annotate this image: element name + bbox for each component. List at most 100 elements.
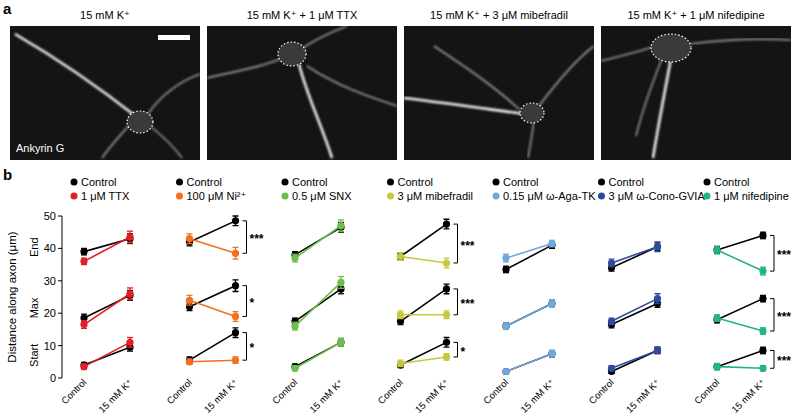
error-bar bbox=[444, 284, 450, 294]
data-point bbox=[232, 357, 239, 364]
data-point bbox=[502, 323, 509, 330]
legend-marker bbox=[493, 179, 500, 186]
error-bar bbox=[503, 254, 509, 262]
series-line bbox=[717, 350, 763, 366]
x-tick-label: 15 mM K⁺ bbox=[413, 377, 451, 415]
x-tick-label: 15 mM K⁺ bbox=[307, 377, 345, 415]
significance-label: * bbox=[461, 345, 466, 359]
error-bar bbox=[503, 323, 509, 329]
error-bar bbox=[81, 248, 87, 254]
image-background bbox=[10, 26, 200, 160]
error-cap bbox=[233, 225, 239, 226]
data-point bbox=[232, 250, 239, 257]
data-point bbox=[80, 314, 87, 321]
legend-label: Control bbox=[81, 176, 116, 188]
soma bbox=[651, 34, 691, 62]
measure-label: End bbox=[28, 237, 40, 257]
series-line bbox=[612, 303, 658, 324]
series-line bbox=[506, 245, 552, 269]
error-cap bbox=[655, 241, 661, 242]
data-point bbox=[443, 285, 450, 292]
data-point bbox=[608, 259, 615, 266]
legend-label: 3 μM mibefradil bbox=[398, 190, 473, 202]
error-bar bbox=[549, 350, 555, 356]
series-line bbox=[612, 247, 658, 268]
soma-outline bbox=[278, 42, 306, 66]
series-line bbox=[612, 299, 658, 322]
legend-label: 3 μM ω-Cono-GVIA bbox=[609, 190, 706, 202]
error-bar bbox=[444, 311, 450, 319]
significance-bracket bbox=[243, 286, 247, 317]
series-line bbox=[295, 226, 341, 258]
series-line bbox=[401, 314, 447, 316]
significance-label: *** bbox=[777, 310, 791, 324]
y-tick bbox=[58, 216, 62, 217]
data-point bbox=[291, 323, 298, 330]
data-point bbox=[232, 313, 239, 320]
error-bar bbox=[714, 247, 720, 253]
series-line bbox=[295, 282, 341, 326]
x-tick-label: 15 mM K⁺ bbox=[624, 377, 662, 415]
error-cap bbox=[233, 258, 239, 259]
y-tick-label: 0 bbox=[50, 372, 56, 384]
legend-marker bbox=[598, 193, 605, 200]
x-tick-label: 15 mM K⁺ bbox=[202, 377, 240, 415]
error-bar bbox=[398, 253, 404, 259]
legend-marker bbox=[493, 193, 500, 200]
error-bar bbox=[338, 220, 344, 232]
y-tick-label: 40 bbox=[44, 242, 56, 254]
significance-bracket bbox=[770, 235, 774, 271]
error-cap bbox=[655, 251, 661, 252]
error-bar bbox=[233, 247, 239, 259]
y-tick-label: 30 bbox=[44, 275, 56, 287]
data-point bbox=[713, 246, 720, 253]
significance-label: *** bbox=[461, 297, 475, 311]
error-cap bbox=[338, 231, 344, 232]
y-tick-label: 10 bbox=[44, 340, 56, 352]
error-bar bbox=[81, 314, 87, 322]
data-point bbox=[291, 365, 298, 372]
data-point bbox=[80, 258, 87, 265]
legend-marker bbox=[176, 193, 183, 200]
series-line bbox=[717, 318, 763, 331]
series-line bbox=[401, 257, 447, 263]
data-point bbox=[126, 233, 133, 240]
plot-area bbox=[608, 242, 661, 375]
data-point bbox=[548, 300, 555, 307]
error-cap bbox=[233, 321, 239, 322]
legend-label: Control bbox=[398, 176, 433, 188]
x-tick-label: Control bbox=[375, 377, 404, 406]
error-cap bbox=[233, 247, 239, 248]
neurite bbox=[528, 121, 534, 158]
micrograph: Ankyrin G bbox=[10, 26, 200, 160]
subchart: Control3 μM mibefradilControl15 mM K⁺***… bbox=[375, 176, 474, 415]
error-cap bbox=[127, 347, 133, 348]
error-bar bbox=[760, 347, 766, 353]
stain-label: Ankyrin G bbox=[16, 142, 64, 154]
x-tick-label: Control bbox=[481, 377, 510, 406]
micrograph bbox=[207, 26, 397, 160]
neurite bbox=[303, 26, 347, 48]
error-cap bbox=[233, 291, 239, 292]
error-bar bbox=[127, 231, 133, 243]
neurite bbox=[601, 46, 656, 61]
error-bar bbox=[233, 216, 239, 226]
error-cap bbox=[444, 347, 450, 348]
legend-marker bbox=[704, 179, 711, 186]
x-tick-label: 15 mM K⁺ bbox=[518, 377, 556, 415]
neuron bbox=[601, 34, 791, 158]
x-tick-label: Control bbox=[692, 377, 721, 406]
error-bar bbox=[398, 311, 404, 319]
data-point bbox=[186, 358, 193, 365]
error-bar bbox=[292, 254, 298, 262]
significance-bracket bbox=[243, 333, 247, 361]
neurite bbox=[636, 56, 663, 136]
error-bar bbox=[338, 338, 344, 346]
error-bar bbox=[609, 318, 615, 324]
soma bbox=[278, 42, 306, 66]
legend-marker bbox=[176, 179, 183, 186]
error-cap bbox=[187, 304, 193, 305]
data-point bbox=[548, 240, 555, 247]
data-point bbox=[502, 368, 509, 375]
error-cap bbox=[127, 287, 133, 288]
